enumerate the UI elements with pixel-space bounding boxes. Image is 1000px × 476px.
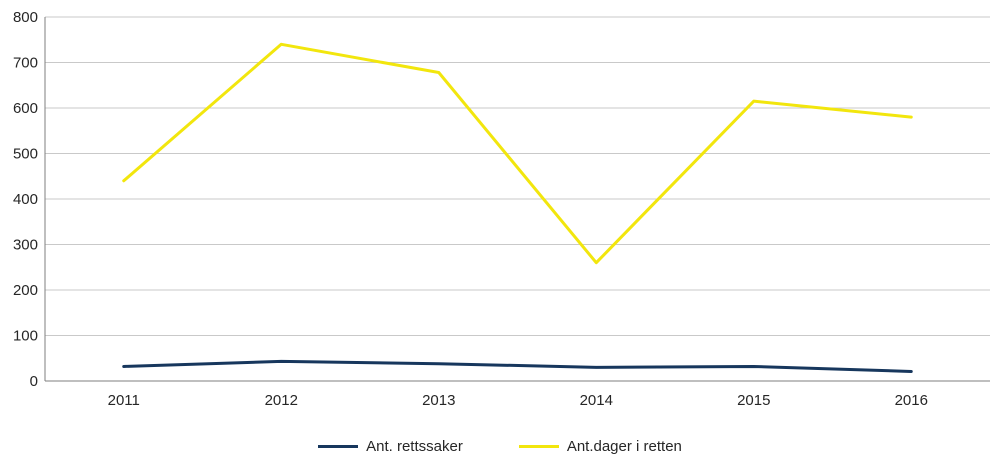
y-axis-label: 700 [13, 55, 38, 72]
y-axis-label: 600 [13, 100, 38, 117]
y-axis-label: 500 [13, 146, 38, 163]
legend: Ant. rettssaker Ant.dager i retten [0, 438, 1000, 455]
series-line-ant-rettssaker [122, 359, 913, 373]
legend-label-ant-dager-i-retten: Ant.dager i retten [566, 438, 682, 455]
legend-item-ant-rettssaker: Ant. rettssaker [318, 438, 463, 455]
x-axis-label: 2013 [422, 392, 455, 409]
y-axis-label: 400 [13, 191, 38, 208]
line-chart: 0 100 200 300 400 500 600 700 800 2011 2012 2013 201… [13, 9, 990, 409]
y-axis-label: 800 [13, 9, 38, 26]
y-axis-label: 300 [13, 237, 38, 254]
y-axis-label: 200 [13, 282, 38, 299]
legend-label-ant-rettssaker: Ant. rettssaker [366, 438, 463, 455]
x-axis-label: 2012 [265, 392, 298, 409]
x-axis-label: 2016 [895, 392, 928, 409]
x-axis-label: 2014 [580, 392, 613, 409]
legend-item-ant-dager-i-retten: Ant.dager i retten [518, 438, 682, 455]
legend-line-sample-ant-rettssaker [318, 445, 359, 448]
y-axis-label: 100 [13, 328, 38, 345]
legend-line-sample-ant-dager-i-retten [518, 445, 559, 448]
x-axis-label: 2015 [737, 392, 770, 409]
x-axis-label: 2011 [108, 392, 140, 409]
series-line-ant-dager-i-retten [122, 42, 913, 265]
y-axis-label: 0 [30, 373, 38, 390]
